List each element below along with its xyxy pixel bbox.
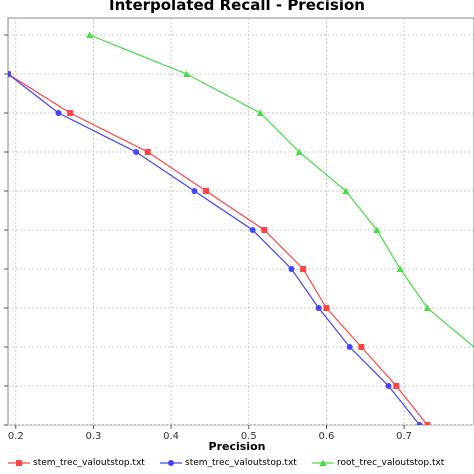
point-square [358,344,365,350]
chart-title: Interpolated Recall - Precision [109,0,365,14]
legend-swatch-green [312,458,334,468]
x-tick-label: 0.4 [163,431,179,442]
point-square [323,305,330,311]
series-group [8,31,474,425]
point-circle [346,344,353,350]
legend-label-red: stem_trec_valoutstop.txt [33,458,145,468]
point-circle [133,149,140,155]
point-triangle [295,148,303,155]
point-circle [416,422,423,425]
legend-item-blue: stem_trec_valoutstop.txt [160,458,297,468]
legend-item-red: stem_trec_valoutstop.txt [8,458,145,468]
x-tick-label: 0.6 [318,431,334,442]
point-square [67,110,74,116]
point-circle [191,188,198,194]
point-circle [288,266,295,272]
point-triangle [183,70,191,77]
x-tick-label: 0.5 [241,431,257,442]
point-square [203,188,210,194]
point-circle [55,110,62,116]
point-triangle [423,304,431,311]
legend-swatch-red [8,458,30,468]
point-square [300,266,307,272]
point-circle [8,71,11,77]
point-square [393,383,400,389]
point-square [261,227,268,233]
point-triangle [396,265,404,272]
point-triangle [373,226,381,233]
legend-label-blue: stem_trec_valoutstop.txt [185,458,297,468]
x-tick-label: 0.2 [8,431,24,442]
point-square [144,149,151,155]
legend-swatch-blue [160,458,182,468]
legend: stem_trec_valoutstop.txt stem_trec_valou… [8,458,474,474]
point-circle [249,227,256,233]
x-axis-label: Precision [208,440,266,453]
x-tick-label: 0.3 [85,431,101,442]
point-circle [315,305,322,311]
point-triangle [86,31,94,38]
legend-item-green: root_trec_valoutstop.txt [312,458,444,468]
legend-label-green: root_trec_valoutstop.txt [337,458,445,468]
point-circle [385,383,392,389]
x-tick-label: 0.7 [396,431,412,442]
point-triangle [256,109,264,116]
point-square [424,422,431,425]
point-triangle [342,187,350,194]
